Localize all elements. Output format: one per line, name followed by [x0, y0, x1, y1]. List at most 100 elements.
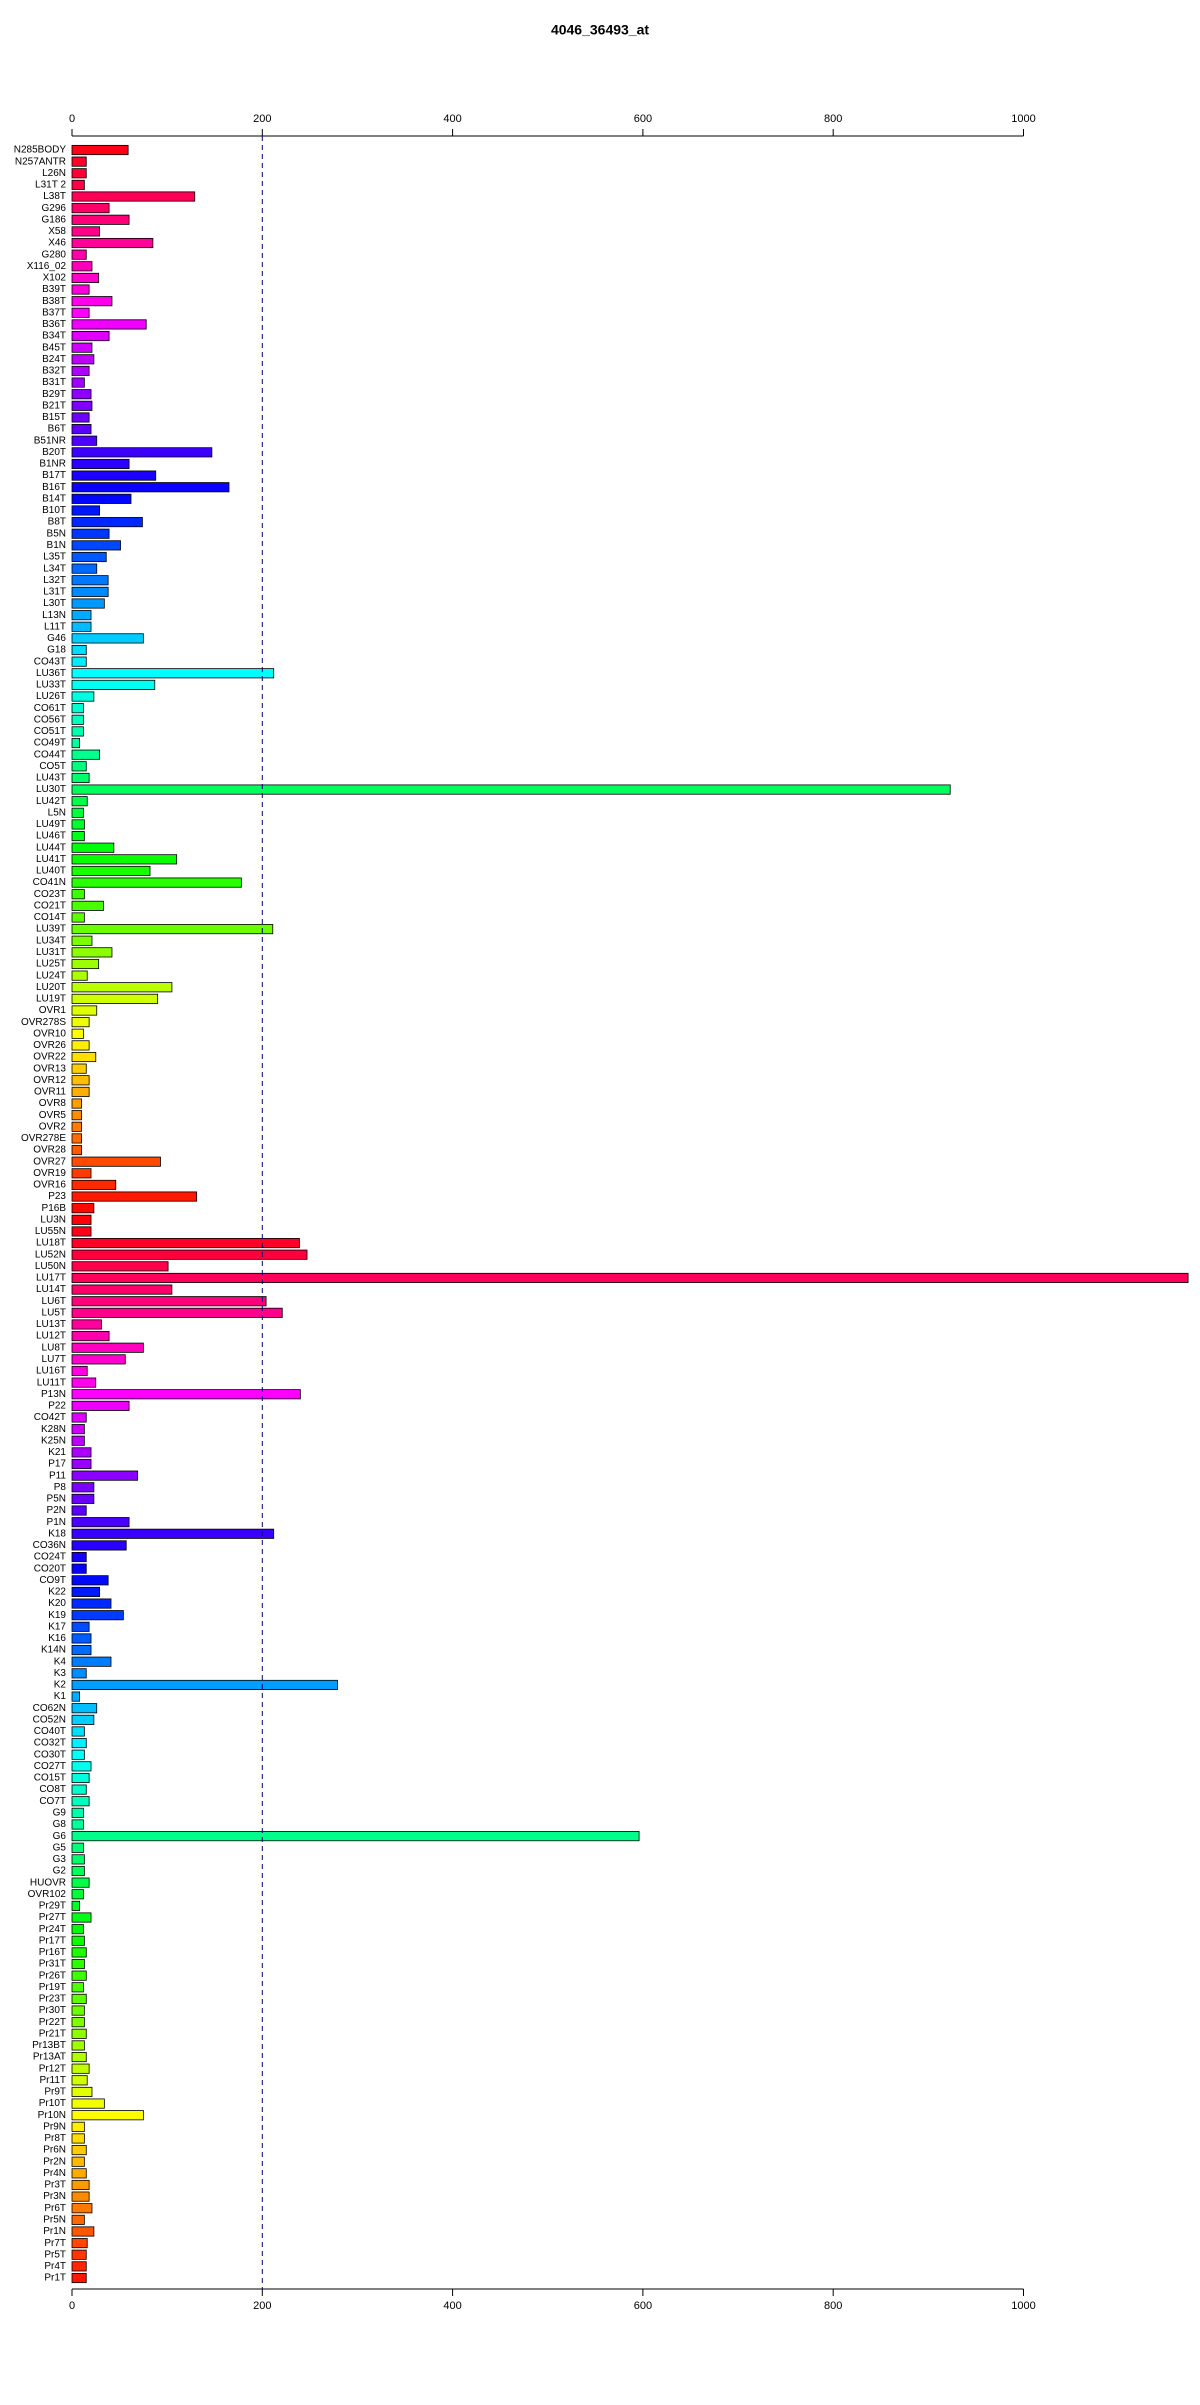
- bar: [71, 575, 109, 586]
- y-tick-label: CO20T: [34, 1563, 66, 1574]
- y-tick-label: G8: [53, 1819, 67, 1830]
- bar: [71, 2121, 85, 2132]
- y-tick-label: Pr30T: [39, 2005, 66, 2016]
- y-tick-label: LU17T: [36, 1273, 66, 1284]
- y-tick-label: K28N: [41, 1424, 66, 1435]
- y-tick-label: CO51T: [34, 726, 66, 737]
- bar: [71, 2133, 85, 2144]
- y-tick-label: B1NR: [39, 459, 66, 470]
- bar: [71, 2203, 93, 2214]
- bar: [71, 2191, 90, 2202]
- y-tick-label: LU8T: [42, 1342, 66, 1353]
- y-tick-label: LU44T: [36, 842, 66, 853]
- bar: [71, 400, 93, 411]
- y-tick-label: K18: [48, 1528, 66, 1539]
- bar: [71, 203, 110, 214]
- y-tick-label: CO42T: [34, 1412, 66, 1423]
- bar: [71, 784, 951, 795]
- bar: [71, 156, 87, 167]
- y-tick-label: CO61T: [34, 703, 66, 714]
- y-tick-label: Pr5T: [44, 2249, 66, 2260]
- y-tick-label: CO62N: [33, 1703, 66, 1714]
- bar: [71, 226, 100, 237]
- y-tick-label: HUOVR: [30, 1877, 66, 1888]
- bar: [71, 889, 85, 900]
- bar: [71, 1133, 82, 1144]
- bar: [71, 1051, 97, 1063]
- bar: [71, 1144, 82, 1156]
- y-tick-label: CO7T: [39, 1796, 66, 1807]
- y-tick-label: CO24T: [34, 1552, 66, 1563]
- bar: [71, 1563, 87, 1574]
- y-tick-label: Pr13AT: [33, 2052, 66, 2063]
- y-tick-label: CO44T: [34, 749, 66, 760]
- bar: [71, 1784, 87, 1795]
- bar: [71, 970, 88, 981]
- bar: [71, 1203, 95, 1214]
- y-tick-label: LU49T: [36, 819, 66, 830]
- y-tick-label: X46: [48, 238, 66, 249]
- bar: [71, 1772, 90, 1784]
- y-tick-label: Pr3N: [43, 2191, 66, 2202]
- bar: [71, 2249, 87, 2260]
- bar: [71, 2156, 85, 2167]
- bar: [71, 1807, 84, 1818]
- bar: [71, 877, 242, 888]
- y-tick-label: N285BODY: [14, 145, 67, 156]
- bar: [71, 1738, 87, 1749]
- bar: [71, 679, 156, 690]
- bar: [71, 1319, 102, 1330]
- bar: [71, 2075, 88, 2086]
- bar: [71, 1621, 90, 1632]
- y-tick-label: LU13T: [36, 1319, 66, 1330]
- bar: [71, 1272, 1189, 1284]
- bar: [71, 1261, 169, 1272]
- y-tick-label: CO21T: [34, 900, 66, 911]
- bar: [71, 307, 90, 318]
- y-tick-label: Pr19T: [39, 1982, 66, 1993]
- bar: [71, 1400, 130, 1411]
- bar: [71, 424, 92, 435]
- y-tick-label: B10T: [42, 505, 66, 516]
- bar: [71, 1168, 92, 1179]
- y-tick-label: B31T: [42, 377, 66, 388]
- bar: [71, 191, 196, 202]
- y-tick-label: CO23T: [34, 889, 66, 900]
- bar: [71, 435, 98, 446]
- bar: [71, 296, 113, 307]
- bar: [71, 493, 132, 504]
- bar: [71, 854, 178, 865]
- y-tick-label: P22: [48, 1401, 66, 1412]
- y-tick-label: Pr10N: [38, 2110, 66, 2121]
- y-tick-label: K19: [48, 1610, 66, 1621]
- y-tick-label: B34T: [42, 331, 66, 342]
- y-tick-label: B6T: [48, 424, 66, 435]
- y-tick-label: L31T: [43, 587, 66, 598]
- bar: [71, 831, 85, 842]
- y-tick-label: P23: [48, 1191, 66, 1202]
- y-tick-label: L30T: [43, 598, 66, 609]
- bar: [71, 1389, 301, 1400]
- bar: [71, 2238, 88, 2249]
- bar: [71, 1249, 308, 1260]
- y-tick-label: G3: [53, 1854, 67, 1865]
- y-tick-label: OVR13: [33, 1063, 66, 1074]
- bar: [71, 1354, 126, 1365]
- bar: [71, 1121, 82, 1132]
- bar: [71, 819, 85, 830]
- y-tick-label: Pr24T: [39, 1924, 66, 1935]
- bar: [71, 1610, 124, 1621]
- bar: [71, 2214, 85, 2225]
- bar: [71, 1831, 640, 1842]
- y-tick-label: B17T: [42, 470, 66, 481]
- bar: [71, 2168, 87, 2179]
- bar: [71, 1493, 95, 1504]
- x-tick-label: 800: [824, 2300, 842, 2312]
- y-tick-label: B37T: [42, 307, 66, 318]
- x-tick-label: 400: [443, 2300, 461, 2312]
- x-tick-label: 0: [69, 113, 75, 125]
- y-tick-label: OVR22: [33, 1052, 66, 1063]
- y-tick-label: L34T: [43, 563, 66, 574]
- y-tick-label: K17: [48, 1621, 66, 1632]
- y-tick-label: B20T: [42, 447, 66, 458]
